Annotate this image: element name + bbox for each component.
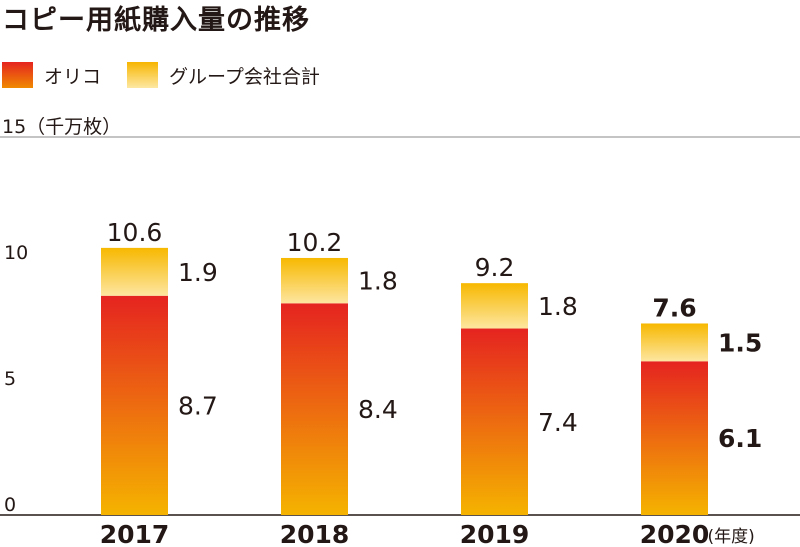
group-value-label-2017: 1.9: [178, 258, 218, 287]
total-label-2018: 10.2: [287, 228, 343, 257]
bar-group-2018: [281, 257, 348, 304]
x-tick-label-2019: 2019: [460, 520, 530, 547]
chart-title: コピー用紙購入量の推移: [2, 5, 310, 36]
x-tick-label-2017: 2017: [100, 520, 170, 547]
x-tick-label-2020: 2020: [640, 520, 710, 547]
orico-value-label-2018: 8.4: [358, 395, 398, 424]
x-axis-unit-label: (年度): [708, 527, 755, 547]
bar-orico-2019: [461, 328, 528, 515]
y-tick-label: 0: [4, 494, 16, 516]
orico-value-label-2019: 7.4: [538, 408, 578, 437]
legend-label-group: グループ会社合計: [169, 66, 320, 88]
y-tick-label: 10: [4, 242, 28, 264]
legend-label-orico: オリコ: [44, 66, 102, 88]
group-value-label-2019: 1.8: [538, 292, 578, 321]
total-label-2020: 7.6: [652, 293, 696, 322]
bar-group-2017: [101, 247, 168, 296]
bar-group-2019: [461, 283, 528, 329]
y-tick-label: 5: [4, 368, 16, 390]
legend-swatch-group: [127, 62, 158, 88]
total-label-2017: 10.6: [107, 218, 163, 247]
bar-group-2020: [641, 323, 708, 362]
group-value-label-2018: 1.8: [358, 267, 398, 296]
x-tick-label-2018: 2018: [280, 520, 350, 547]
bar-orico-2017: [101, 295, 168, 515]
legend-swatch-orico: [2, 62, 33, 88]
orico-value-label-2017: 8.7: [178, 391, 218, 420]
bar-orico-2018: [281, 303, 348, 515]
total-label-2019: 9.2: [475, 253, 515, 282]
bar-orico-2020: [641, 361, 708, 515]
y-axis-unit-label: 15（千万枚）: [2, 116, 122, 138]
group-value-label-2020: 1.5: [718, 328, 762, 357]
orico-value-label-2020: 6.1: [718, 424, 762, 453]
